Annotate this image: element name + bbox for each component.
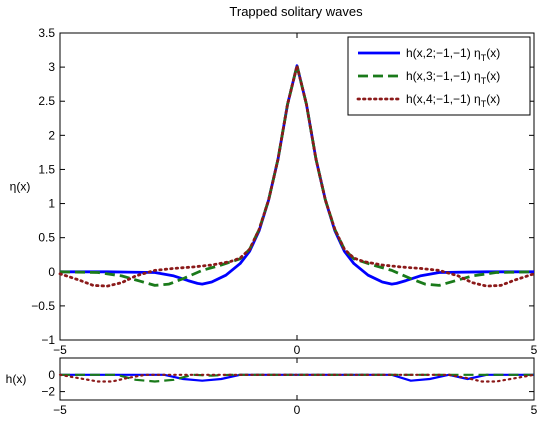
series-line-3 (58, 373, 536, 383)
y-tick-label: −1 (41, 333, 55, 347)
y-tick-label: 0 (48, 265, 55, 279)
y-tick-label: −2 (41, 385, 55, 399)
legend-label-2: h(x,3;−1,−1) ηT(x) (406, 69, 500, 86)
sub-plot: −5 0 5 0 −2 h(x) (6, 357, 538, 417)
x-tick-label: 0 (294, 403, 301, 417)
chart-title: Trapped solitary waves (229, 4, 363, 19)
y-tick-label: 3.5 (38, 26, 55, 40)
y-tick-label: 1 (48, 197, 55, 211)
y-tick-label: 0 (48, 368, 55, 382)
series-line-2 (59, 64, 535, 287)
y-tick-label: 1.5 (38, 162, 55, 176)
x-tick-label: −5 (53, 403, 67, 417)
x-tick-label: −5 (53, 343, 67, 357)
y-tick-label: 0.5 (38, 231, 55, 245)
y-tick-label: 2 (48, 128, 55, 142)
y-tick-label: −0.5 (31, 299, 55, 313)
y-tick-label: 2.5 (38, 94, 55, 108)
main-plot: −5 0 5 3.5 3 2.5 2 1.5 1 0.5 0 −0.5 −1 η(x) (10, 26, 538, 357)
series-line-3 (58, 64, 536, 288)
y-axis-label: η(x) (10, 180, 31, 194)
legend-label-3: h(x,4;−1,−1) ηT(x) (406, 92, 500, 109)
legend: h(x,2;−1,−1) ηT(x) h(x,3;−1,−1) ηT(x) h(x,… (347, 36, 531, 116)
y-tick-label: 3 (48, 60, 55, 74)
x-tick-label: 0 (294, 343, 301, 357)
x-tick-label: 5 (531, 403, 538, 417)
y-axis-label: h(x) (6, 372, 27, 386)
legend-label-1: h(x,2;−1,−1) ηT(x) (406, 46, 500, 63)
x-tick-label: 5 (531, 343, 538, 357)
